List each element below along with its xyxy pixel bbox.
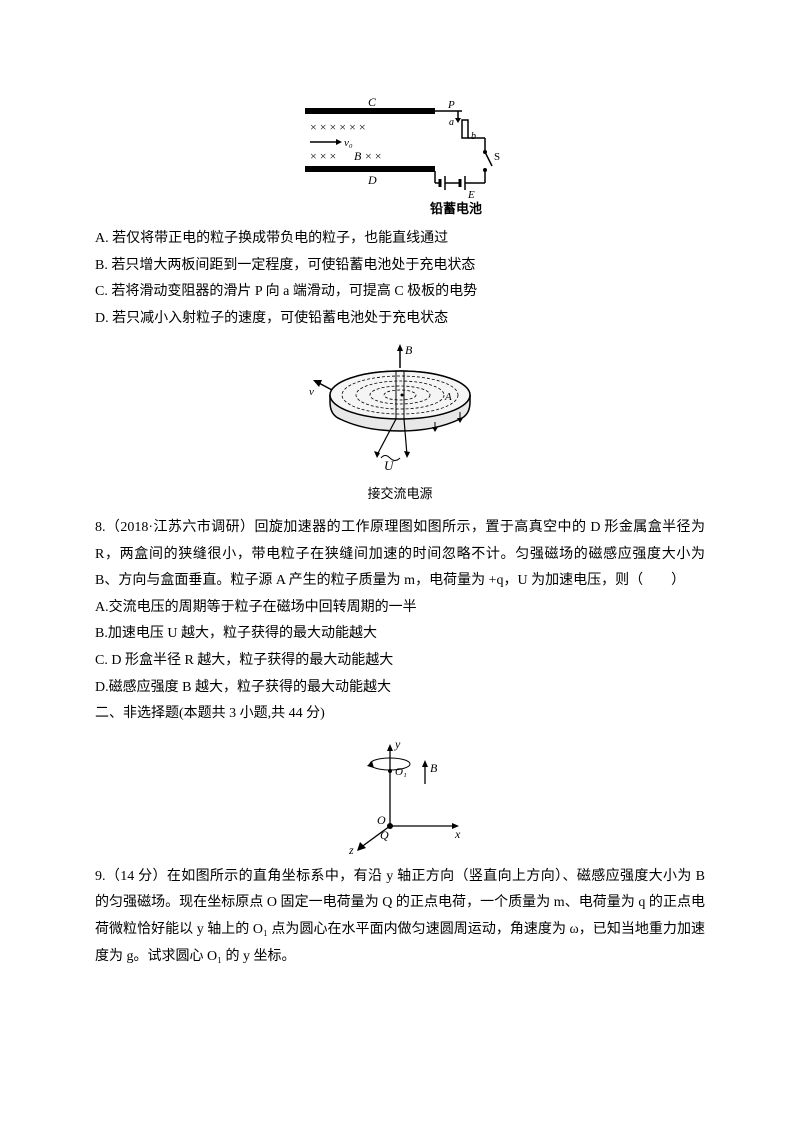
svg-text:× × ×: × × × — [310, 149, 336, 163]
plate-d — [305, 166, 435, 172]
label-y: y — [394, 737, 401, 751]
q9-stem: 9.（14 分）在如图所示的直角坐标系中，有沿 y 轴正方向（竖直向上方向）、磁… — [95, 864, 705, 970]
cyclotron-svg: B v A U — [305, 340, 495, 480]
figure-coordinate-system: y x z O Q O₁ B — [95, 736, 705, 856]
label-b-field3: B — [430, 761, 438, 775]
label-b-field: B — [354, 149, 362, 163]
label-b: b — [471, 131, 476, 142]
q7-option-a: A. 若仅将带正电的粒子换成带负电的粒子，也能直线通过 — [95, 226, 705, 253]
svg-text:× × × × × ×: × × × × × × — [310, 120, 366, 134]
label-x: x — [454, 827, 461, 841]
label-q-charge: Q — [380, 828, 389, 842]
label-d: D — [367, 173, 377, 187]
q7-option-c: C. 若将滑动变阻器的滑片 P 向 a 端滑动，可提高 C 极板的电势 — [95, 279, 705, 306]
label-o: O — [377, 813, 386, 827]
label-b-cyclotron: B — [405, 343, 413, 357]
label-p: P — [447, 99, 455, 111]
q7-option-d: D. 若只减小入射粒子的速度，可使铅蓄电池处于充电状态 — [95, 306, 705, 333]
figure-velocity-selector: C P a b S E — [95, 98, 705, 218]
section-2-heading: 二、非选择题(本题共 3 小题,共 44 分) — [95, 701, 705, 728]
q8-option-c: C. D 形盒半径 R 越大，粒子获得的最大动能越大 — [95, 648, 705, 675]
q8-stem: 8.（2018·江苏六市调研）回旋加速器的工作原理图如图所示，置于高真空中的 D… — [95, 515, 705, 595]
q7-option-b: B. 若只增大两板间距到一定程度，可使铅蓄电池处于充电状态 — [95, 253, 705, 280]
q8-option-a: A.交流电压的周期等于粒子在磁场中回转周期的一半 — [95, 595, 705, 622]
label-a: a — [449, 117, 454, 128]
figure-cyclotron-caption: 接交流电源 — [95, 482, 705, 507]
label-a-source: A — [444, 391, 452, 403]
label-z: z — [348, 843, 354, 856]
coord-system-svg: y x z O Q O₁ B — [325, 736, 475, 856]
label-e: E — [467, 189, 475, 201]
velocity-selector-svg: C P a b S E — [290, 98, 510, 218]
label-battery: 铅蓄电池 — [430, 201, 482, 216]
label-v: v — [309, 386, 314, 398]
svg-text:× ×: × × — [365, 149, 382, 163]
label-c: C — [368, 98, 377, 109]
q8-option-d: D.磁感应强度 B 越大，粒子获得的最大动能越大 — [95, 675, 705, 702]
label-s: S — [494, 151, 500, 163]
q8-option-b: B.加速电压 U 越大，粒子获得的最大动能越大 — [95, 621, 705, 648]
rheostat — [462, 120, 468, 138]
label-v0: v₀ — [344, 137, 353, 149]
figure-cyclotron: B v A U 接交流电源 — [95, 340, 705, 507]
